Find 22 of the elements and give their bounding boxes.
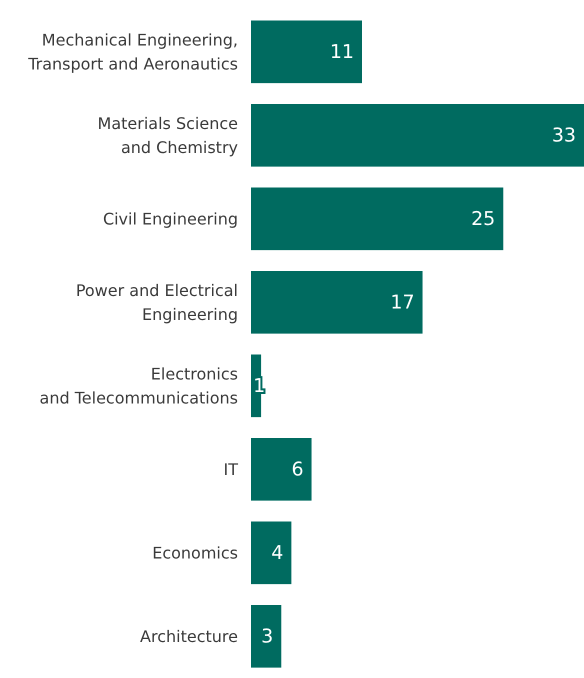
bar [251,438,312,501]
bar [251,20,362,84]
data-label: 6 [291,458,304,480]
y-tick-label: Architecture [140,626,238,646]
bar [251,187,504,250]
y-tick-label: Mechanical Engineering, Transport and Aeronautics [27,30,238,74]
bar [251,604,282,668]
y-tick-label: Electronics and Telecommunications [40,364,238,408]
y-tick-label: Power and Electrical Engineering [76,280,238,324]
y-tick-label: IT [224,460,238,479]
bar [251,104,584,167]
data-label: 11 [330,40,354,63]
data-label: 25 [471,208,496,230]
data-label: 3 [261,625,274,648]
y-tick-label: Civil Engineering [102,209,238,228]
bar [251,270,423,334]
y-tick-label: Economics [152,543,238,562]
y-tick-label: Materials Science and Chemistry [98,114,238,157]
bar [251,521,292,584]
data-label: 17 [390,291,415,314]
data-label: 33 [552,124,576,146]
data-label: 4 [271,542,284,564]
